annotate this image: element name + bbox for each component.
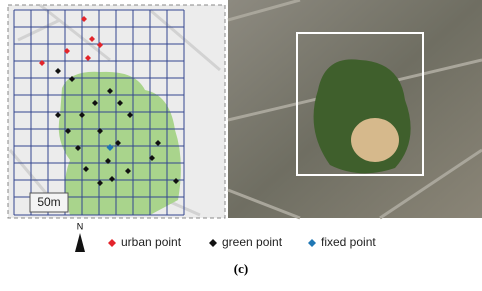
map-panel: 50m — [8, 5, 225, 218]
legend: N urban point green point fixed point — [75, 221, 376, 252]
north-arrow — [75, 233, 85, 252]
legend-label: fixed point — [321, 235, 376, 249]
north-label: N — [77, 221, 84, 231]
sports-field — [351, 118, 399, 162]
scale-label: 50m — [37, 195, 60, 209]
caption: (c) — [234, 261, 248, 276]
legend-label: urban point — [121, 235, 182, 249]
satellite-panel — [228, 0, 482, 218]
legend-label: green point — [222, 235, 283, 249]
legend-marker — [308, 239, 316, 247]
legend-marker — [108, 239, 116, 247]
legend-marker — [209, 239, 217, 247]
figure: 50m N urban pointgreen pointfixed point … — [0, 0, 482, 291]
